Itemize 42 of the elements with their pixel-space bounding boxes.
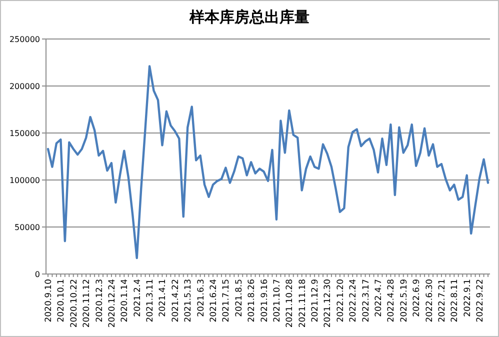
x-tick-label: 2021.9.16 xyxy=(260,279,270,322)
x-tick-label: 2020.10.22 xyxy=(69,279,80,328)
x-tick-label: 2021.12.9 xyxy=(310,279,321,322)
x-tick-label: 2021.5.13 xyxy=(184,279,194,322)
x-tick-label: 2020.11.12 xyxy=(82,279,92,328)
x-tick-label: 2021.10.28 xyxy=(285,279,296,328)
x-tick-label: 2021.8.26 xyxy=(247,279,258,322)
x-tick-label: 2021.3.11 xyxy=(146,279,156,322)
x-tick-label: 2022.3.17 xyxy=(361,279,372,322)
y-tick-label: 150000 xyxy=(9,128,40,138)
x-tick-label: 2020.10.1 xyxy=(56,279,67,322)
y-tick-label: 250000 xyxy=(9,34,40,44)
x-tick-label: 2021.4.1 xyxy=(158,279,168,317)
x-tick-label: 2022.6.9 xyxy=(412,279,422,317)
x-tick-label: 2022.8.11 xyxy=(450,279,460,322)
x-tick-label: 2021.7.15 xyxy=(222,279,232,322)
y-tick-label: 100000 xyxy=(9,176,40,185)
y-tick-label: 200000 xyxy=(9,82,40,91)
x-tick-label: 2021.10.7 xyxy=(272,279,282,322)
x-tick-label: 2021.8.5 xyxy=(234,279,244,317)
x-tick-label: 2022.9.22 xyxy=(476,279,486,322)
x-tick-label: 2020.9.10 xyxy=(44,279,54,322)
x-tick-label: 2022.6.30 xyxy=(424,279,435,322)
x-tick-label: 2022.2.24 xyxy=(348,279,359,322)
y-tick-label: 0 xyxy=(34,270,40,279)
x-tick-label: 2020.12.24 xyxy=(107,279,118,328)
y-tick-label: 50000 xyxy=(14,222,40,232)
x-tick-label: 2022.7.21 xyxy=(437,279,448,322)
x-tick-label: 2022.4.28 xyxy=(386,279,397,322)
x-tick-label: 2022.9.1 xyxy=(462,279,473,317)
x-tick-label: 2021.11.18 xyxy=(298,279,308,328)
x-tick-label: 2022.5.19 xyxy=(399,279,410,322)
x-tick-label: 2021.2.4 xyxy=(132,279,143,317)
x-tick-label: 2021.4.22 xyxy=(170,279,181,322)
x-tick-label: 2021.6.24 xyxy=(209,279,219,322)
x-tick-label: 2022.1.20 xyxy=(336,279,346,322)
chart-title: 样本库房总出库量 xyxy=(188,8,310,26)
x-tick-label: 2020.12.3 xyxy=(94,279,105,322)
x-tick-label: 2020.1.14 xyxy=(120,279,130,322)
x-tick-label: 2021.12.30 xyxy=(323,279,334,328)
x-tick-label: 2022.4.7 xyxy=(374,279,384,317)
x-tick-label: 2021.6.3 xyxy=(196,279,206,317)
